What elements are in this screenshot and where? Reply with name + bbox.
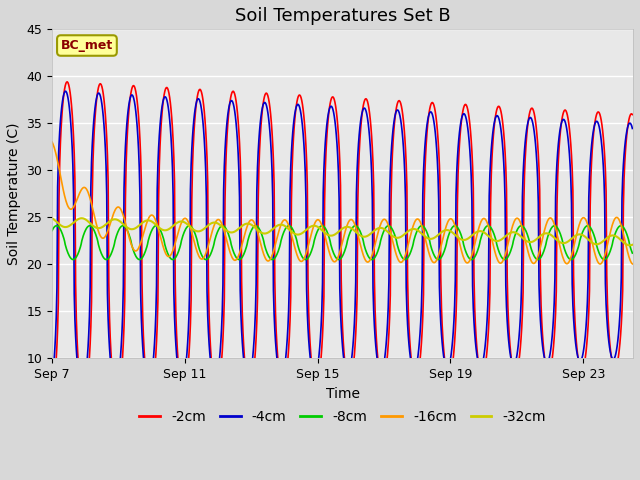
-8cm bbox=[48, 228, 56, 233]
Title: Soil Temperatures Set B: Soil Temperatures Set B bbox=[235, 7, 451, 25]
-4cm bbox=[78, 386, 86, 392]
-16cm bbox=[296, 258, 304, 264]
-4cm bbox=[298, 117, 306, 122]
-2cm bbox=[63, 79, 71, 85]
-32cm bbox=[626, 242, 634, 248]
Text: BC_met: BC_met bbox=[61, 39, 113, 52]
-16cm bbox=[596, 261, 604, 267]
-32cm bbox=[628, 242, 636, 248]
Line: -4cm: -4cm bbox=[52, 91, 632, 389]
-32cm bbox=[48, 216, 56, 221]
-8cm bbox=[69, 257, 77, 263]
Line: -8cm: -8cm bbox=[52, 226, 632, 260]
-2cm bbox=[339, 339, 347, 345]
-2cm bbox=[197, 87, 205, 93]
-16cm bbox=[628, 261, 636, 267]
-32cm bbox=[372, 226, 380, 232]
-2cm bbox=[48, 395, 56, 400]
-4cm bbox=[373, 356, 381, 362]
Line: -2cm: -2cm bbox=[52, 82, 632, 399]
-32cm bbox=[297, 231, 305, 237]
-2cm bbox=[298, 98, 306, 104]
-8cm bbox=[440, 248, 448, 254]
Line: -16cm: -16cm bbox=[52, 142, 632, 264]
-8cm bbox=[339, 252, 347, 257]
-32cm bbox=[78, 216, 86, 221]
-8cm bbox=[52, 223, 60, 228]
Line: -32cm: -32cm bbox=[52, 218, 632, 245]
-16cm bbox=[372, 239, 380, 244]
-32cm bbox=[339, 226, 346, 231]
-32cm bbox=[440, 228, 447, 234]
-4cm bbox=[339, 352, 347, 358]
-8cm bbox=[376, 241, 384, 247]
-4cm bbox=[61, 88, 69, 94]
-32cm bbox=[376, 225, 383, 231]
-4cm bbox=[48, 377, 56, 383]
-2cm bbox=[440, 353, 448, 359]
-2cm bbox=[373, 348, 381, 354]
-4cm bbox=[197, 102, 205, 108]
-16cm bbox=[338, 241, 346, 247]
-8cm bbox=[628, 250, 636, 256]
-2cm bbox=[628, 112, 636, 118]
-4cm bbox=[376, 369, 384, 374]
-16cm bbox=[439, 236, 447, 241]
-16cm bbox=[196, 254, 204, 260]
-16cm bbox=[374, 228, 382, 234]
-4cm bbox=[628, 126, 636, 132]
-2cm bbox=[80, 396, 88, 402]
X-axis label: Time: Time bbox=[326, 386, 360, 400]
-32cm bbox=[196, 228, 204, 234]
-2cm bbox=[376, 372, 384, 378]
-16cm bbox=[48, 139, 56, 145]
-8cm bbox=[373, 250, 381, 256]
-8cm bbox=[298, 253, 306, 259]
-8cm bbox=[197, 250, 205, 256]
-4cm bbox=[440, 357, 448, 363]
Legend: -2cm, -4cm, -8cm, -16cm, -32cm: -2cm, -4cm, -8cm, -16cm, -32cm bbox=[134, 405, 552, 430]
Y-axis label: Soil Temperature (C): Soil Temperature (C) bbox=[7, 122, 21, 265]
